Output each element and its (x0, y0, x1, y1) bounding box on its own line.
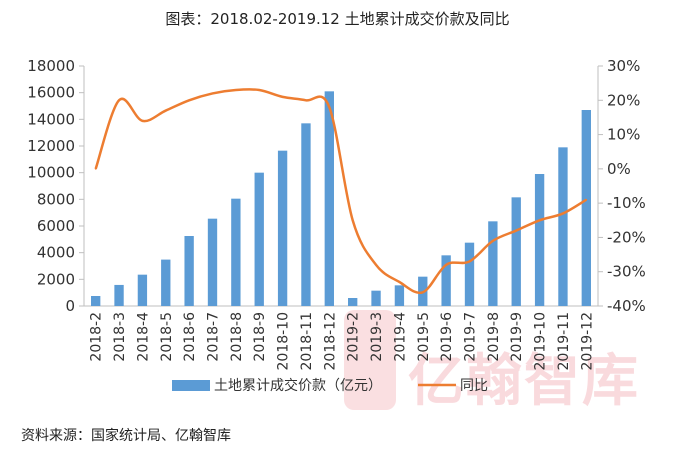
left-tick-label: 18000 (27, 57, 75, 75)
x-tick-label: 2018-2 (89, 312, 105, 362)
x-tick-label: 2019-3 (369, 312, 385, 362)
bar (184, 236, 194, 306)
x-tick-label: 2019-11 (556, 312, 572, 371)
legend-bar-swatch (172, 380, 210, 391)
bar-series (91, 91, 591, 306)
bar (441, 255, 451, 306)
line-point (164, 109, 167, 112)
chart-title: 图表：2018.02-2019.12 土地累计成交价款及同比 (165, 10, 510, 28)
x-tick-label: 2018-8 (229, 312, 245, 362)
source-note: 资料来源：国家统计局、亿翰智库 (21, 428, 231, 444)
left-tick-label: 8000 (37, 190, 75, 208)
x-tick-label: 2019-4 (392, 312, 408, 362)
bar (534, 174, 545, 306)
line-point (94, 168, 97, 170)
x-tick-label: 2019-7 (463, 312, 479, 362)
x-tick-label: 2019-6 (439, 312, 455, 362)
x-tick-label: 2018-7 (206, 312, 222, 362)
x-tick-label: 2018-5 (159, 312, 175, 362)
bar (581, 110, 591, 306)
right-tick-label: 0% (607, 160, 631, 178)
left-tick-label: 16000 (27, 84, 75, 102)
line-point (211, 92, 214, 95)
right-tick-label: 10% (607, 126, 640, 144)
bar (301, 123, 311, 306)
left-y-ticks: 0 2000 4000 6000 8000 10000 12000 14000 16000 180… (27, 57, 84, 315)
bar (207, 218, 218, 306)
line-point (492, 240, 494, 242)
right-tick-label: 30% (607, 57, 640, 75)
bar (488, 221, 498, 306)
x-tick-labels: 2018-2 2018-3 2018-4 2018-5 2018-6 2018-7 2018… (89, 312, 596, 371)
bar (254, 172, 264, 306)
bar (371, 290, 381, 306)
line-point (421, 291, 424, 294)
line-point (305, 99, 307, 102)
right-tick-label: -30% (607, 263, 646, 281)
line-path (94, 88, 587, 295)
right-tick-label: 20% (607, 91, 640, 109)
x-tick-label: 2019-10 (533, 312, 549, 371)
right-tick-label: -20% (607, 228, 646, 246)
left-tick-label: 12000 (27, 137, 75, 155)
legend: 土地累计成交价款（亿元） 同比 (172, 377, 488, 394)
x-tick-label: 2018-10 (276, 312, 292, 371)
left-tick-label: 14000 (27, 110, 75, 128)
line-point (538, 219, 541, 222)
x-tick-label: 2018-6 (182, 312, 198, 362)
line-point (235, 89, 237, 91)
bar (114, 284, 124, 306)
line-point (328, 106, 331, 108)
bar (394, 285, 405, 306)
bar (161, 259, 171, 306)
line-point (445, 264, 447, 266)
left-tick-label: 2000 (37, 270, 75, 288)
right-tick-label: -10% (607, 194, 646, 212)
x-tick-label: 2018-11 (299, 312, 315, 371)
left-tick-label: 0 (65, 297, 75, 315)
legend-bar-label: 土地累计成交价款（亿元） (214, 377, 382, 394)
left-tick-label: 4000 (37, 244, 75, 262)
x-tick-label: 2019-5 (416, 312, 432, 362)
bar (324, 91, 334, 306)
right-y-ticks: -40% -30% -20% -10% 0% 10% 20% 30% (598, 57, 646, 315)
line-point (141, 120, 144, 122)
bar (558, 147, 568, 306)
x-tick-label: 2018-9 (252, 312, 268, 362)
line-point (118, 99, 120, 102)
line-point (398, 281, 401, 283)
line-point (258, 89, 261, 91)
x-tick-label: 2019-8 (486, 312, 502, 362)
bar (91, 296, 101, 306)
x-tick-label: 2018-4 (135, 312, 151, 362)
right-tick-label: -40% (607, 297, 646, 315)
line-point (515, 229, 518, 232)
line-point (585, 198, 588, 201)
legend-line-label: 同比 (460, 378, 488, 394)
bar (464, 242, 475, 306)
left-tick-label: 6000 (37, 217, 75, 235)
x-tick-label: 2019-9 (509, 312, 525, 362)
x-tick-label: 2019-12 (579, 312, 595, 371)
bar (277, 150, 288, 306)
x-tick-label: 2018-12 (322, 312, 338, 371)
bar (137, 274, 148, 306)
x-tick-label: 2018-3 (112, 312, 128, 362)
line-point (562, 212, 564, 215)
bar (348, 298, 358, 306)
line-point (281, 96, 284, 98)
left-tick-label: 10000 (27, 164, 75, 182)
line-series (94, 88, 588, 295)
bar (231, 198, 241, 306)
line-point (468, 260, 471, 263)
line-point (188, 99, 190, 102)
line-point (351, 219, 354, 222)
line-point (375, 264, 377, 266)
bar (511, 197, 521, 306)
x-tick-label: 2019-2 (346, 312, 362, 362)
